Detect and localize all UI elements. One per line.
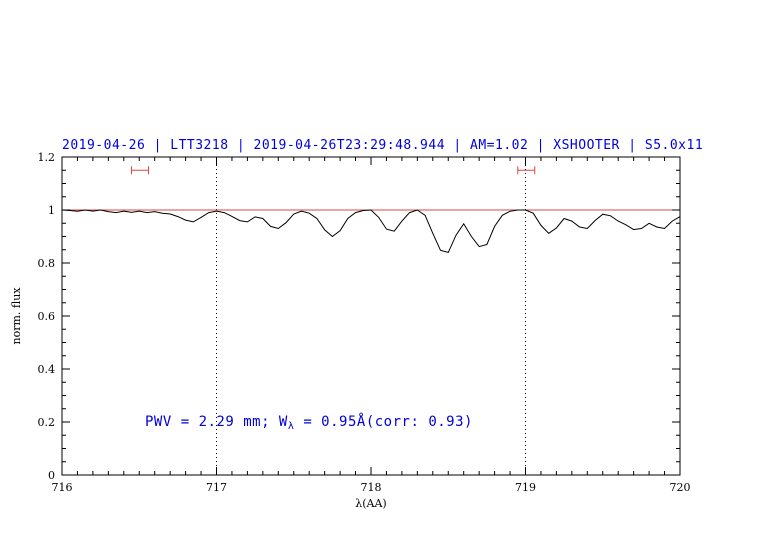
y-tick-label: 0.4 [38, 363, 56, 376]
plot-title: 2019-04-26 | LTT3218 | 2019-04-26T23:29:… [62, 138, 704, 153]
y-tick-label: 0 [48, 469, 55, 482]
x-tick-label: 719 [515, 481, 536, 494]
spectrum-line [61, 209, 681, 253]
y-axis-label: norm. flux [10, 287, 23, 345]
x-tick-label: 717 [206, 481, 227, 494]
pwv-annotation-lambda-subscript: λ [287, 421, 295, 432]
y-tick-label: 0.2 [38, 416, 56, 429]
pwv-annotation: PWV = 2.29 mm; Wλ = 0.95Å(corr: 0.93) [145, 414, 473, 432]
x-tick-label: 718 [361, 481, 382, 494]
y-tick-label: 1.2 [38, 151, 56, 164]
pwv-annotation-prefix: PWV = 2.29 mm; W [145, 414, 288, 430]
y-tick-label: 0.6 [38, 310, 56, 323]
pwv-annotation-suffix: = 0.95Å(corr: 0.93) [294, 414, 473, 430]
x-tick-label: 716 [52, 481, 73, 494]
y-tick-label: 1 [48, 204, 55, 217]
y-tick-label: 0.8 [38, 257, 56, 270]
x-axis-label: λ(AA) [355, 497, 386, 510]
x-tick-label: 720 [670, 481, 691, 494]
